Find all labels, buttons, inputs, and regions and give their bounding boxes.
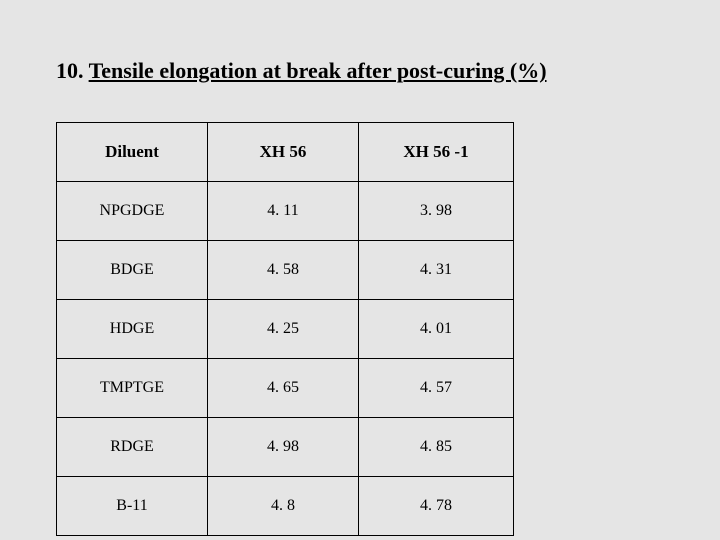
cell-value: 4. 31 [359, 241, 514, 300]
table-header-row: Diluent XH 56 XH 56 -1 [57, 123, 514, 182]
table-row: B-11 4. 8 4. 78 [57, 477, 514, 536]
cell-value: 4. 25 [208, 300, 359, 359]
table-row: TMPTGE 4. 65 4. 57 [57, 359, 514, 418]
table-row: HDGE 4. 25 4. 01 [57, 300, 514, 359]
row-label: TMPTGE [57, 359, 208, 418]
elongation-table: Diluent XH 56 XH 56 -1 NPGDGE 4. 11 3. 9… [56, 122, 514, 536]
table-row: BDGE 4. 58 4. 31 [57, 241, 514, 300]
cell-value: 4. 57 [359, 359, 514, 418]
slide-page: 10. Tensile elongation at break after po… [0, 0, 720, 536]
row-label: NPGDGE [57, 182, 208, 241]
table-row: NPGDGE 4. 11 3. 98 [57, 182, 514, 241]
row-label: B-11 [57, 477, 208, 536]
col-header-diluent: Diluent [57, 123, 208, 182]
cell-value: 4. 78 [359, 477, 514, 536]
cell-value: 4. 8 [208, 477, 359, 536]
col-header-xh56: XH 56 [208, 123, 359, 182]
cell-value: 4. 65 [208, 359, 359, 418]
cell-value: 4. 11 [208, 182, 359, 241]
row-label: RDGE [57, 418, 208, 477]
col-header-xh56-1: XH 56 -1 [359, 123, 514, 182]
table-row: RDGE 4. 98 4. 85 [57, 418, 514, 477]
title-prefix: 10. [56, 58, 89, 83]
title-underlined-text: Tensile elongation at break after post-c… [89, 58, 547, 83]
cell-value: 4. 58 [208, 241, 359, 300]
cell-value: 4. 85 [359, 418, 514, 477]
row-label: HDGE [57, 300, 208, 359]
cell-value: 4. 01 [359, 300, 514, 359]
cell-value: 3. 98 [359, 182, 514, 241]
row-label: BDGE [57, 241, 208, 300]
slide-title: 10. Tensile elongation at break after po… [56, 58, 720, 84]
cell-value: 4. 98 [208, 418, 359, 477]
